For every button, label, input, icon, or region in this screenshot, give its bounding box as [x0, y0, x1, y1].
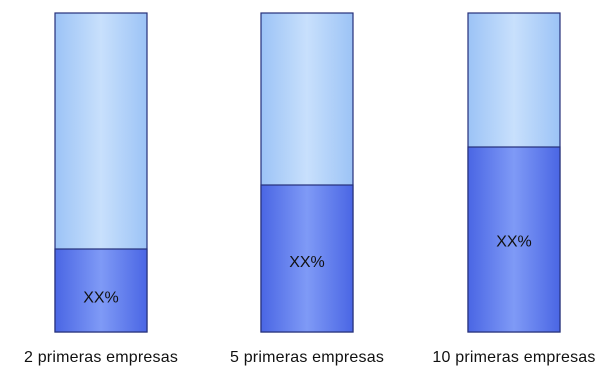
category-label-2: 10 primeras empresas: [432, 349, 595, 366]
bar-filled-1: [260, 184, 354, 333]
bar-group-2: XX% 10 primeras empresas: [432, 12, 595, 366]
bar-value-label-1: XX%: [289, 254, 325, 271]
bar-value-label-0: XX%: [83, 289, 119, 306]
category-label-1: 5 primeras empresas: [230, 349, 384, 366]
bar-group-0: XX% 2 primeras empresas: [24, 12, 178, 366]
bar-group-1: XX% 5 primeras empresas: [230, 12, 384, 366]
bar-value-label-2: XX%: [496, 233, 532, 250]
category-label-0: 2 primeras empresas: [24, 349, 178, 366]
bar-filled-2: [467, 146, 561, 333]
bar-filled-0: [54, 248, 148, 333]
